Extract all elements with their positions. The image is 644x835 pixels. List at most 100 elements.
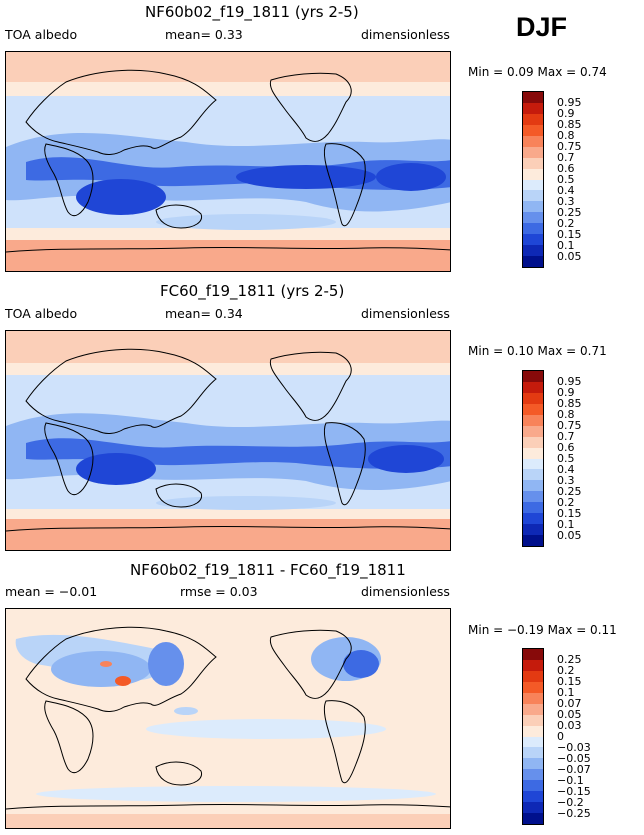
panel-3-minmax: Min = −0.19 Max = 0.11 <box>468 623 617 637</box>
colorbar-label: 0.3 <box>557 194 575 208</box>
panel-1-map <box>5 51 451 272</box>
colorbar-label: 0.9 <box>557 107 575 121</box>
colorbar-swatch <box>523 102 543 114</box>
colorbar-label: 0.2 <box>557 495 575 509</box>
colorbar-swatch <box>523 780 543 792</box>
colorbar-swatch <box>523 447 543 459</box>
colorbar-swatch <box>523 403 543 415</box>
colorbar-label: 0.1 <box>557 517 575 531</box>
colorbar-label: 0.95 <box>557 96 582 110</box>
colorbar-swatch <box>523 124 543 136</box>
colorbar-swatch <box>523 201 543 213</box>
panel-1-variable-label: TOA albedo <box>5 27 78 42</box>
colorbar-swatch <box>523 513 543 525</box>
colorbar-swatch <box>523 92 543 103</box>
colorbar-label: 0.15 <box>557 227 582 241</box>
colorbar-label: 0.85 <box>557 397 582 411</box>
colorbar-label: −0.1 <box>557 773 584 787</box>
colorbar-label: 0.7 <box>557 151 575 165</box>
colorbar-swatch <box>523 758 543 770</box>
panel-1-units: dimensionless <box>361 27 450 42</box>
colorbar-label: 0.75 <box>557 140 582 154</box>
colorbar-label: 0.05 <box>557 528 582 542</box>
colorbar-label: 0.5 <box>557 173 575 186</box>
colorbar-swatch <box>523 425 543 437</box>
colorbar-swatch <box>523 681 543 693</box>
colorbar-label: 0.2 <box>557 664 575 678</box>
colorbar-swatch <box>523 736 543 748</box>
colorbar-label: −0.25 <box>557 806 591 820</box>
colorbar-label: 0.05 <box>557 708 582 722</box>
colorbar-label: 0.25 <box>557 484 582 498</box>
panel-2-variable-label: TOA albedo <box>5 306 78 321</box>
colorbar-label: 0.25 <box>557 205 582 219</box>
colorbar-label: 0.03 <box>557 719 582 733</box>
colorbar-label: 0.25 <box>557 653 582 667</box>
colorbar-label: 0.85 <box>557 118 582 132</box>
colorbar-label: 0.8 <box>557 408 575 422</box>
colorbar-swatch <box>523 135 543 147</box>
colorbar-label: −0.03 <box>557 740 591 754</box>
colorbar-swatch <box>523 234 543 246</box>
colorbar-swatch <box>523 670 543 682</box>
colorbar-swatch <box>523 714 543 726</box>
colorbar-swatch <box>523 480 543 492</box>
colorbar-label: 0.2 <box>557 216 575 230</box>
colorbar-label: −0.15 <box>557 784 591 798</box>
colorbar-swatch <box>523 371 543 382</box>
colorbar-label: 0.95 <box>557 375 582 389</box>
colorbar-label: 0.7 <box>557 430 575 444</box>
colorbar-label: 0.6 <box>557 162 575 176</box>
colorbar-swatch <box>523 659 543 671</box>
colorbar-swatch <box>523 703 543 715</box>
panel-3-map <box>5 608 451 829</box>
colorbar-swatch <box>523 190 543 202</box>
colorbar-label: 0.1 <box>557 686 575 700</box>
panel-3-rmse: rmse = 0.03 <box>180 584 258 599</box>
colorbar-swatch <box>523 491 543 503</box>
colorbar-label: 0.4 <box>557 183 575 197</box>
colorbar-swatch <box>523 502 543 514</box>
colorbar-label: 0.5 <box>557 452 575 465</box>
colorbar-label: 0 <box>557 730 564 743</box>
colorbar-swatch <box>523 179 543 191</box>
panel-2-minmax: Min = 0.10 Max = 0.71 <box>468 344 607 358</box>
colorbar-swatch <box>523 223 543 235</box>
colorbar-label: 0.07 <box>557 697 582 711</box>
colorbar-label: 0.8 <box>557 129 575 143</box>
colorbar-label: 0.1 <box>557 238 575 252</box>
colorbar-swatch <box>523 802 543 814</box>
colorbar-label: 0.3 <box>557 473 575 487</box>
colorbar-swatch <box>523 146 543 158</box>
colorbar-label: 0.75 <box>557 419 582 433</box>
colorbar-swatch <box>523 212 543 224</box>
panel-3-mean: mean = −0.01 <box>5 584 98 599</box>
colorbar-swatch <box>523 436 543 448</box>
colorbar-label: −0.07 <box>557 762 591 776</box>
panel-3-colorbar <box>522 648 544 825</box>
colorbar-label: 0.6 <box>557 441 575 455</box>
colorbar-swatch <box>523 113 543 125</box>
colorbar-swatch <box>523 245 543 257</box>
colorbar-swatch <box>523 458 543 470</box>
colorbar-swatch <box>523 256 543 267</box>
colorbar-swatch <box>523 469 543 481</box>
colorbar-label: 0.4 <box>557 462 575 476</box>
colorbar-swatch <box>523 168 543 180</box>
colorbar-label: 0.9 <box>557 386 575 400</box>
colorbar-label: 0.05 <box>557 249 582 263</box>
panel-2-units: dimensionless <box>361 306 450 321</box>
colorbar-swatch <box>523 649 543 660</box>
colorbar-swatch <box>523 813 543 824</box>
colorbar-label: −0.2 <box>557 795 584 809</box>
colorbar-swatch <box>523 157 543 169</box>
panel-3-title: NF60b02_f19_1811 - FC60_f19_1811 <box>130 561 406 579</box>
season-label: DJF <box>516 12 568 42</box>
panel-1-colorbar <box>522 91 544 268</box>
colorbar-swatch <box>523 692 543 704</box>
colorbar-swatch <box>523 392 543 404</box>
colorbar-swatch <box>523 747 543 759</box>
colorbar-swatch <box>523 769 543 781</box>
panel-2-title: FC60_f19_1811 (yrs 2-5) <box>160 282 345 300</box>
colorbar-label: 0.15 <box>557 506 582 520</box>
